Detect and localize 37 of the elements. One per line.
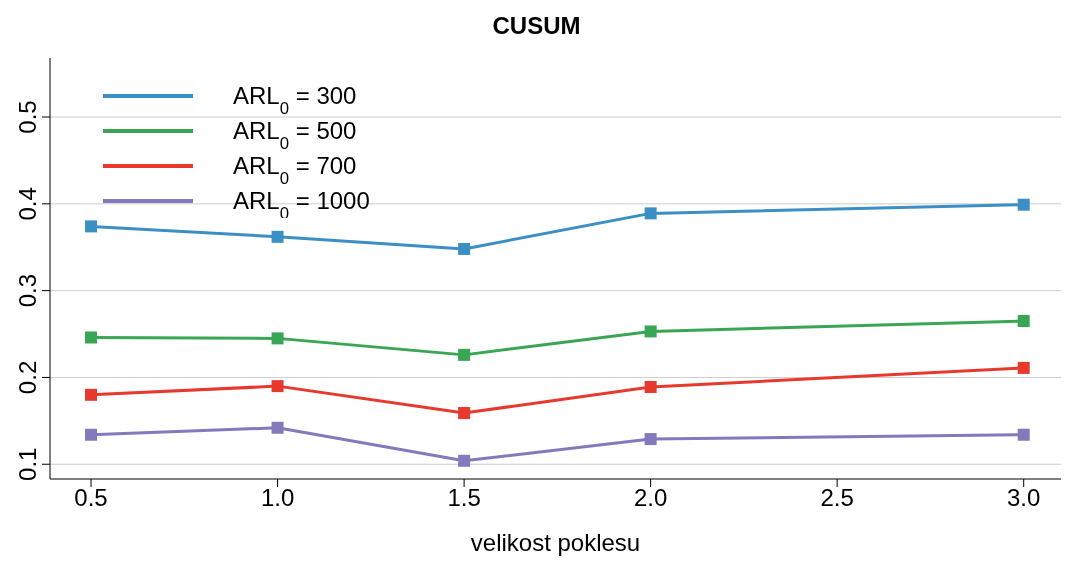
point bbox=[644, 380, 657, 393]
point bbox=[644, 325, 657, 338]
point bbox=[1017, 428, 1030, 441]
point bbox=[271, 230, 284, 243]
x-tick-label: 2.5 bbox=[820, 484, 854, 512]
x-tick-label: 1.0 bbox=[260, 484, 295, 512]
point bbox=[85, 220, 98, 233]
x-tick-label: 2.0 bbox=[633, 484, 668, 512]
point bbox=[1017, 315, 1030, 328]
legend-label: ARL$_{0}$ = 500 bbox=[233, 117, 357, 153]
x-tick-label: 3.0 bbox=[1007, 484, 1041, 512]
y-tick-label: 0.5 bbox=[14, 100, 41, 134]
y-tick-label: 0.1 bbox=[14, 447, 41, 481]
y-tick-label: 0.2 bbox=[14, 360, 41, 395]
point bbox=[458, 348, 471, 361]
y-tick-label: 0.3 bbox=[14, 273, 41, 308]
point bbox=[271, 421, 284, 434]
x-axis-title: velikost poklesu bbox=[470, 529, 641, 556]
point bbox=[644, 433, 657, 446]
point bbox=[85, 388, 98, 401]
legend-label: ARL$_{0}$ = 300 bbox=[233, 82, 357, 118]
point bbox=[271, 332, 284, 345]
point bbox=[85, 428, 98, 441]
y-tick-label: 0.4 bbox=[14, 187, 41, 221]
legend-label: ARL$_{0}$ = 700 bbox=[233, 152, 357, 188]
point bbox=[458, 454, 471, 467]
x-tick-label: 1.5 bbox=[447, 484, 481, 512]
point bbox=[644, 207, 657, 220]
point bbox=[85, 331, 98, 344]
chart-title: CUSUM bbox=[491, 11, 582, 41]
point bbox=[458, 242, 471, 255]
point bbox=[1017, 198, 1030, 211]
point bbox=[458, 407, 471, 420]
point bbox=[1017, 361, 1030, 374]
x-tick-label: 0.5 bbox=[74, 484, 108, 512]
legend-label: ARL$_{0}$ = 1000 bbox=[233, 187, 370, 223]
point bbox=[271, 380, 284, 393]
